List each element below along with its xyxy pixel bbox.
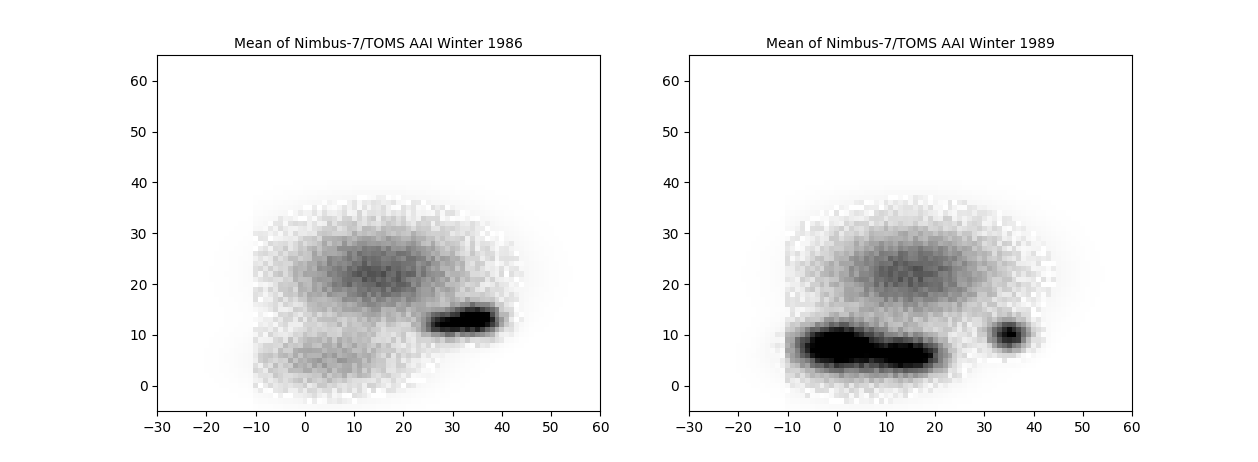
Title: Mean of Nimbus-7/TOMS AAI Winter 1986: Mean of Nimbus-7/TOMS AAI Winter 1986 xyxy=(234,36,523,50)
Title: Mean of Nimbus-7/TOMS AAI Winter 1989: Mean of Nimbus-7/TOMS AAI Winter 1989 xyxy=(766,36,1055,50)
